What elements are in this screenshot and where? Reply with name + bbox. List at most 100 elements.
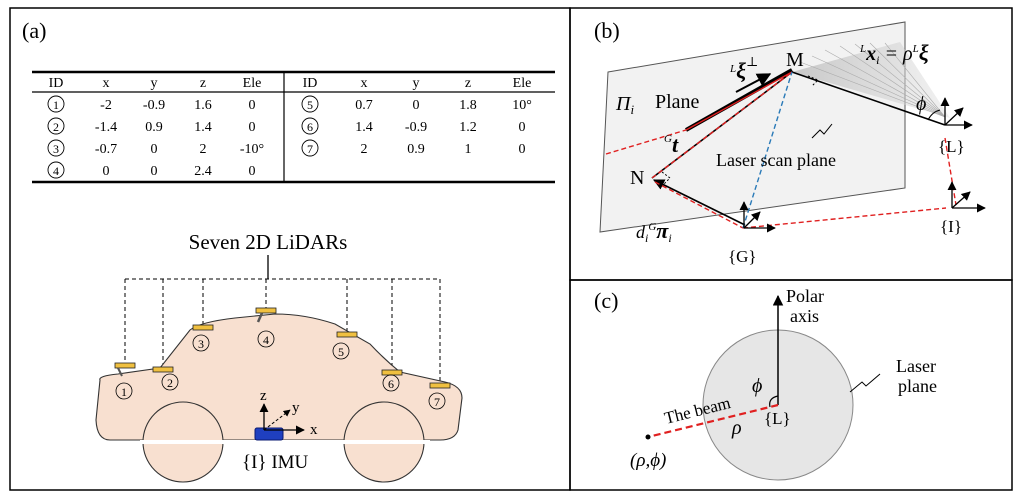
- table-row: 2 -1.4 0.9 1.4 0: [47, 117, 256, 135]
- svg-text:1.8: 1.8: [459, 98, 477, 113]
- svg-text:0: 0: [151, 164, 158, 179]
- imu-axis-y-label: y: [292, 400, 300, 416]
- coord-label: (ρ,ϕ): [630, 450, 666, 471]
- table-row: 4 0 0 2.4 0: [47, 161, 256, 179]
- lidar-number: 2: [161, 373, 179, 391]
- svg-text:2: 2: [200, 142, 207, 157]
- point-m: M: [786, 49, 804, 71]
- table-row: 7 2 0.9 1 0: [301, 139, 526, 157]
- phi-arc-b: [927, 109, 941, 121]
- svg-text:2: 2: [53, 120, 59, 134]
- panel-a-label: (a): [22, 18, 46, 43]
- t-vec-label: Gt: [664, 132, 679, 157]
- imu-axis-z-label: z: [260, 388, 267, 404]
- point-n: N: [630, 167, 644, 189]
- blue-dashed-gm: [742, 71, 793, 229]
- m-right-angle: [807, 75, 819, 87]
- frame-i-axes: [947, 181, 986, 213]
- panel-b-label: (b): [594, 18, 620, 43]
- svg-text:3: 3: [53, 142, 59, 156]
- svg-text:-0.9: -0.9: [405, 120, 427, 135]
- svg-text:1.2: 1.2: [459, 120, 477, 135]
- table-header: ID: [303, 76, 318, 91]
- svg-text:6: 6: [307, 120, 313, 134]
- svg-text:0: 0: [413, 98, 420, 113]
- lidar-sensor: [381, 369, 403, 376]
- svg-text:1.4: 1.4: [355, 120, 373, 135]
- svg-text:0.9: 0.9: [145, 120, 163, 135]
- laser-fan-rays: [799, 42, 946, 118]
- phi-label-c: ϕ: [752, 375, 762, 397]
- svg-text:4: 4: [263, 333, 269, 347]
- panel-c-label: (c): [594, 288, 618, 313]
- svg-text:2: 2: [167, 376, 173, 390]
- phi-label-b: ϕ: [916, 93, 926, 115]
- rho-label: ρ: [731, 417, 742, 439]
- phi-arc-c: [769, 395, 779, 408]
- table-row: 1 -2 -0.9 1.6 0: [47, 95, 256, 113]
- lidar-number: 3: [192, 334, 210, 352]
- svg-text:-10°: -10°: [240, 142, 264, 157]
- table-header: y: [151, 76, 158, 91]
- svg-text:0: 0: [249, 98, 256, 113]
- plane-word: Plane: [655, 91, 700, 113]
- lidar-sensor: [152, 366, 174, 373]
- table-row: 6 1.4 -0.9 1.2 0: [301, 117, 526, 135]
- table-header: Ele: [513, 76, 532, 91]
- svg-text:4: 4: [53, 164, 59, 178]
- svg-text:-0.9: -0.9: [143, 98, 165, 113]
- plane-symbol: Πi: [615, 93, 634, 117]
- lidar-number: 4: [257, 330, 275, 348]
- table-header: z: [465, 76, 471, 91]
- frame-l-label-b: {L}: [938, 137, 965, 156]
- svg-text:5: 5: [307, 98, 313, 112]
- svg-text:7: 7: [307, 142, 313, 156]
- svg-text:0.9: 0.9: [407, 142, 425, 157]
- xi-perp-label: Lξ⊥: [729, 54, 758, 83]
- table-header: x: [103, 76, 110, 91]
- svg-text:1: 1: [121, 385, 127, 399]
- svg-text:1: 1: [465, 142, 472, 157]
- red-dashed-t: [605, 129, 687, 155]
- laser-plane-label-1: Laser: [896, 356, 936, 376]
- lidar-sensors: [114, 307, 451, 389]
- lidar-number: 5: [332, 342, 350, 360]
- imu-axis-x-label: x: [310, 422, 318, 438]
- laser-plane-pointer: [849, 373, 881, 393]
- xi-perp-arrow: [735, 73, 772, 93]
- table-row: 5 0.7 0 1.8 10°: [301, 95, 532, 113]
- red-dashed-lines: [651, 71, 957, 229]
- table-header: x: [361, 76, 368, 91]
- svg-text:0: 0: [249, 164, 256, 179]
- svg-text:1.4: 1.4: [194, 120, 212, 135]
- beam-endpoint: [645, 434, 651, 440]
- lidar-numbers: 1 2 3 4 5 6 7: [115, 330, 446, 410]
- x-eq-label: Lxi = ρLξ: [859, 40, 929, 67]
- svg-text:0: 0: [151, 142, 158, 157]
- svg-text:3: 3: [198, 337, 204, 351]
- imu-label: {I} IMU: [242, 452, 309, 473]
- d-pi-label: diGπi: [636, 218, 672, 245]
- car-ground-gap: [140, 440, 430, 444]
- polar-axis-label-1: Polar: [786, 286, 824, 306]
- laser-fan: [792, 42, 950, 118]
- svg-text:6: 6: [388, 377, 394, 391]
- lidar-sensor: [255, 307, 277, 323]
- lidar-connectors: [124, 278, 441, 383]
- svg-text:0: 0: [519, 120, 526, 135]
- frame-l-axes: [940, 97, 973, 130]
- lidars-title: Seven 2D LiDARs: [189, 230, 348, 254]
- table-header: ID: [49, 76, 64, 91]
- svg-text:1.6: 1.6: [194, 98, 212, 113]
- imu-box: [254, 427, 284, 441]
- laser-scan-plane-label: Laser scan plane: [716, 150, 836, 170]
- table-header: Ele: [243, 76, 262, 91]
- frame-g-label: {G}: [728, 247, 757, 266]
- table-row: 3 -0.7 0 2 -10°: [47, 139, 264, 157]
- panel-c-frame: [569, 279, 1013, 491]
- svg-text:5: 5: [338, 345, 344, 359]
- polar-axis-label-2: axis: [790, 306, 819, 326]
- svg-text:-2: -2: [100, 98, 112, 113]
- lidar-sensor: [114, 362, 136, 377]
